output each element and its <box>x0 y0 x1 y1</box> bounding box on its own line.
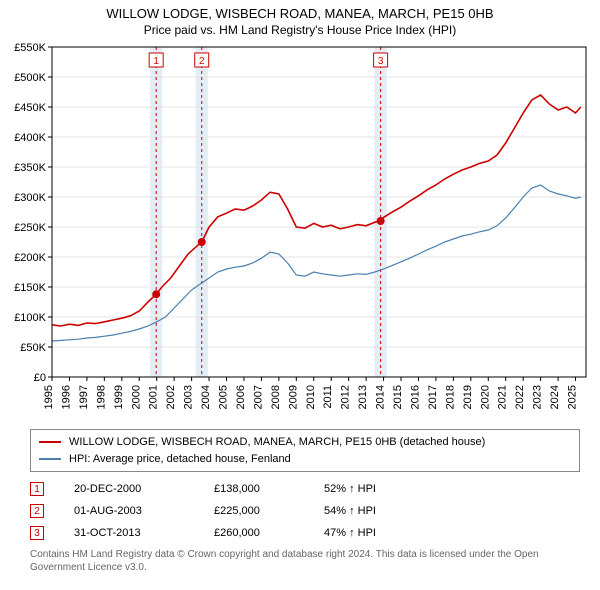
svg-text:£500K: £500K <box>14 72 46 84</box>
transaction-price: £260,000 <box>214 527 294 539</box>
transaction-hpi: 54% ↑ HPI <box>324 505 424 517</box>
svg-text:£550K: £550K <box>14 42 46 54</box>
svg-text:2025: 2025 <box>567 385 579 409</box>
svg-text:2001: 2001 <box>148 385 160 409</box>
svg-text:2013: 2013 <box>357 385 369 409</box>
legend-label: HPI: Average price, detached house, Fenl… <box>69 451 291 468</box>
transaction-row: 2 01-AUG-2003 £225,000 54% ↑ HPI <box>30 500 580 522</box>
svg-text:2003: 2003 <box>183 385 195 409</box>
svg-text:£50K: £50K <box>20 342 46 354</box>
svg-text:2007: 2007 <box>252 385 264 409</box>
svg-text:2000: 2000 <box>130 385 142 409</box>
transaction-marker: 2 <box>30 504 44 518</box>
page-title: WILLOW LODGE, WISBECH ROAD, MANEA, MARCH… <box>0 0 600 21</box>
legend-swatch <box>39 441 61 443</box>
svg-text:2012: 2012 <box>340 385 352 409</box>
svg-text:3: 3 <box>378 56 384 67</box>
svg-text:1996: 1996 <box>60 385 72 409</box>
svg-text:£150K: £150K <box>14 282 46 294</box>
svg-text:2024: 2024 <box>549 385 561 409</box>
legend-row: WILLOW LODGE, WISBECH ROAD, MANEA, MARCH… <box>39 434 571 451</box>
transaction-marker: 1 <box>30 482 44 496</box>
chart-svg: £0 £50K £100K £150K £200K £250K £300K £350K £400… <box>0 41 600 421</box>
svg-text:1: 1 <box>153 56 159 67</box>
legend-swatch <box>39 458 61 460</box>
svg-text:£450K: £450K <box>14 102 46 114</box>
transaction-price: £138,000 <box>214 483 294 495</box>
legend: WILLOW LODGE, WISBECH ROAD, MANEA, MARCH… <box>30 429 580 472</box>
transaction-date: 01-AUG-2003 <box>74 505 184 517</box>
transaction-row: 1 20-DEC-2000 £138,000 52% ↑ HPI <box>30 478 580 500</box>
svg-text:2023: 2023 <box>532 385 544 409</box>
svg-text:£100K: £100K <box>14 312 46 324</box>
svg-text:£200K: £200K <box>14 252 46 264</box>
svg-text:2022: 2022 <box>514 385 526 409</box>
svg-text:£0: £0 <box>34 372 46 384</box>
svg-text:2009: 2009 <box>287 385 299 409</box>
svg-text:2014: 2014 <box>375 385 387 409</box>
transaction-row: 3 31-OCT-2013 £260,000 47% ↑ HPI <box>30 522 580 544</box>
svg-text:2004: 2004 <box>200 385 212 409</box>
svg-text:2017: 2017 <box>427 385 439 409</box>
svg-text:£350K: £350K <box>14 162 46 174</box>
svg-text:1997: 1997 <box>78 385 90 409</box>
svg-text:2021: 2021 <box>497 385 509 409</box>
legend-row: HPI: Average price, detached house, Fenl… <box>39 451 571 468</box>
transaction-hpi: 52% ↑ HPI <box>324 483 424 495</box>
svg-text:2008: 2008 <box>270 385 282 409</box>
transaction-price: £225,000 <box>214 505 294 517</box>
transaction-table: 1 20-DEC-2000 £138,000 52% ↑ HPI 2 01-AUG-200… <box>30 478 580 544</box>
svg-text:2: 2 <box>199 56 205 67</box>
page-subtitle: Price paid vs. HM Land Registry's House … <box>0 21 600 41</box>
svg-text:2019: 2019 <box>462 385 474 409</box>
legend-label: WILLOW LODGE, WISBECH ROAD, MANEA, MARCH… <box>69 434 485 451</box>
price-chart: £0 £50K £100K £150K £200K £250K £300K £350K £400… <box>0 41 600 421</box>
svg-text:1995: 1995 <box>43 385 55 409</box>
svg-text:1998: 1998 <box>95 385 107 409</box>
svg-text:2015: 2015 <box>392 385 404 409</box>
svg-text:2010: 2010 <box>305 385 317 409</box>
attribution-text: Contains HM Land Registry data © Crown c… <box>30 548 580 574</box>
svg-text:£300K: £300K <box>14 192 46 204</box>
svg-text:1999: 1999 <box>113 385 125 409</box>
svg-text:2005: 2005 <box>218 385 230 409</box>
svg-text:2018: 2018 <box>444 385 456 409</box>
svg-text:2016: 2016 <box>409 385 421 409</box>
transaction-date: 31-OCT-2013 <box>74 527 184 539</box>
transaction-hpi: 47% ↑ HPI <box>324 527 424 539</box>
svg-text:£400K: £400K <box>14 132 46 144</box>
svg-text:2002: 2002 <box>165 385 177 409</box>
transaction-marker: 3 <box>30 526 44 540</box>
svg-text:2020: 2020 <box>479 385 491 409</box>
transaction-date: 20-DEC-2000 <box>74 483 184 495</box>
svg-text:2011: 2011 <box>322 385 334 409</box>
svg-text:2006: 2006 <box>235 385 247 409</box>
svg-text:£250K: £250K <box>14 222 46 234</box>
